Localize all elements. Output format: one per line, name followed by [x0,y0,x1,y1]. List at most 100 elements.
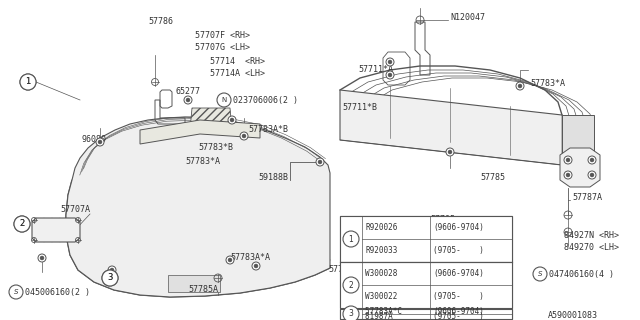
Text: W300028: W300028 [365,269,397,278]
Text: R920033: R920033 [365,246,397,255]
Text: 57704: 57704 [328,266,353,275]
Circle shape [108,266,116,274]
Text: 57711*A: 57711*A [358,66,393,75]
Circle shape [316,158,324,166]
Text: S: S [13,289,19,295]
FancyBboxPatch shape [340,309,512,319]
Text: 57783A*B: 57783A*B [248,125,288,134]
Text: 3: 3 [108,274,113,283]
Circle shape [518,84,522,88]
Text: S: S [538,271,542,277]
Circle shape [590,173,594,177]
Circle shape [588,156,596,164]
Circle shape [516,82,524,90]
Text: 045006160(2 ): 045006160(2 ) [25,287,90,297]
Circle shape [230,118,234,122]
Circle shape [20,74,36,90]
Text: 57785A: 57785A [188,285,218,294]
Polygon shape [32,218,80,242]
Text: 57783*B: 57783*B [198,143,233,153]
Text: (9705-    ): (9705- ) [433,292,484,301]
Text: 57786: 57786 [148,18,173,27]
Circle shape [388,73,392,77]
Text: 57783A*A: 57783A*A [230,253,270,262]
Circle shape [38,254,46,262]
Circle shape [254,264,258,268]
Circle shape [446,148,454,156]
Text: 96080: 96080 [82,135,107,145]
Circle shape [533,267,547,281]
Circle shape [186,98,190,102]
Circle shape [388,60,392,64]
Circle shape [318,160,322,164]
Polygon shape [340,90,594,180]
Polygon shape [562,115,594,165]
Text: 1: 1 [349,235,353,244]
Circle shape [564,156,572,164]
Circle shape [343,277,359,293]
Text: 57707G <LH>: 57707G <LH> [195,44,250,52]
Circle shape [9,285,23,299]
Circle shape [98,140,102,144]
Text: 81987A: 81987A [365,312,406,320]
FancyBboxPatch shape [340,216,512,262]
Text: (9705-    ): (9705- ) [433,312,484,320]
Circle shape [217,93,231,107]
Text: 84927N <RH>: 84927N <RH> [564,231,619,241]
Circle shape [228,116,236,124]
Circle shape [386,58,394,66]
Circle shape [102,270,118,286]
Text: 3: 3 [108,274,113,283]
Polygon shape [168,275,220,292]
Circle shape [226,256,234,264]
Polygon shape [66,117,330,297]
Text: 57705: 57705 [430,215,455,225]
Circle shape [20,74,36,90]
Text: 57714A <LH>: 57714A <LH> [210,69,265,78]
Polygon shape [66,180,330,297]
FancyBboxPatch shape [340,262,512,308]
Circle shape [14,216,30,232]
Text: 57707A: 57707A [60,205,90,214]
Circle shape [228,258,232,262]
Text: (9606-9704): (9606-9704) [433,307,484,316]
Circle shape [564,171,572,179]
Circle shape [40,256,44,260]
Text: 3: 3 [349,309,353,318]
Circle shape [102,270,118,286]
Circle shape [588,171,596,179]
Circle shape [343,231,359,247]
Text: 57787A: 57787A [572,194,602,203]
Text: A590001083: A590001083 [548,311,598,320]
Text: 65277: 65277 [175,87,200,97]
Text: 1: 1 [26,77,31,86]
Text: 57783*A: 57783*A [185,157,220,166]
Text: R920026: R920026 [365,223,397,232]
Circle shape [110,268,114,272]
FancyBboxPatch shape [340,309,512,319]
Text: N120047: N120047 [450,13,485,22]
Text: W300022: W300022 [365,292,397,301]
Circle shape [96,138,104,146]
Text: 57783A*C: 57783A*C [365,307,406,316]
Circle shape [184,96,192,104]
Text: (9606-9704): (9606-9704) [433,269,484,278]
Circle shape [566,173,570,177]
Text: (9606-9704): (9606-9704) [433,223,484,232]
Polygon shape [560,148,600,187]
Text: 047406160(4 ): 047406160(4 ) [549,269,614,278]
Text: 023706006(2 ): 023706006(2 ) [233,95,298,105]
Circle shape [448,150,452,154]
Text: 2: 2 [19,220,24,228]
Circle shape [242,134,246,138]
Text: 57707F <RH>: 57707F <RH> [195,31,250,41]
Circle shape [386,71,394,79]
Circle shape [240,132,248,140]
Circle shape [566,158,570,162]
Text: 849270 <LH>: 849270 <LH> [564,244,619,252]
Text: N: N [221,97,227,103]
Circle shape [590,158,594,162]
Text: 59188B: 59188B [258,173,288,182]
Text: 2: 2 [19,220,24,228]
Polygon shape [140,120,260,144]
